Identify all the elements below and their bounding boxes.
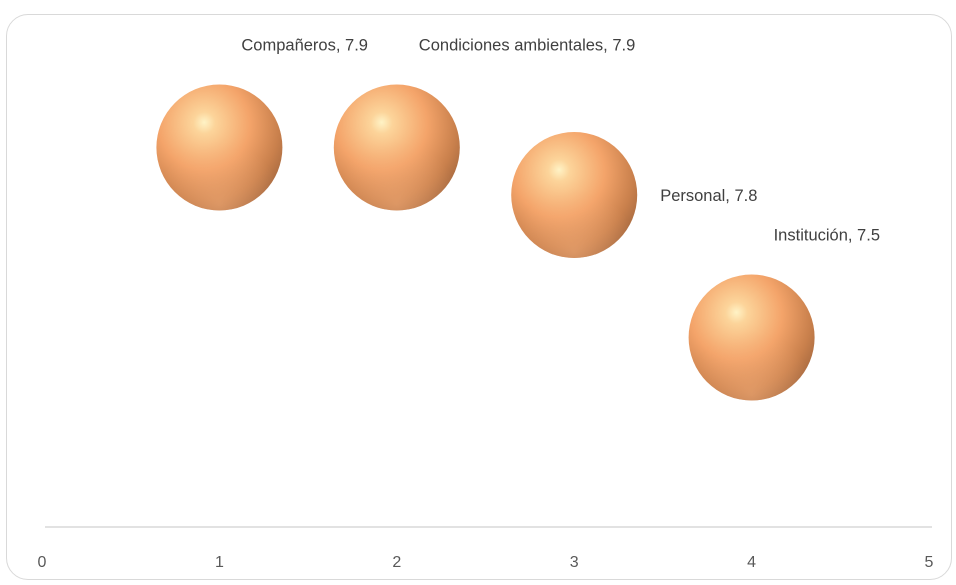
- bubble[interactable]: [156, 84, 283, 211]
- bubble[interactable]: [333, 84, 460, 211]
- data-label: Personal, 7.8: [660, 187, 757, 205]
- bubble[interactable]: [688, 274, 815, 401]
- data-label: Condiciones ambientales, 7.9: [419, 37, 635, 55]
- x-axis-ticks: 0 1 2 3 4 5: [38, 554, 934, 571]
- bubble[interactable]: [511, 132, 638, 258]
- bubbles: [156, 84, 815, 401]
- x-tick-label: 3: [570, 554, 579, 571]
- data-label: Compañeros, 7.9: [241, 37, 368, 55]
- data-label: Institución, 7.5: [774, 227, 880, 245]
- x-tick-label: 2: [392, 554, 401, 571]
- x-tick-label: 4: [747, 554, 756, 571]
- data-labels: Compañeros, 7.9 Condiciones ambientales, …: [241, 37, 880, 245]
- x-tick-label: 5: [925, 554, 934, 571]
- x-tick-label: 1: [215, 554, 224, 571]
- x-tick-label: 0: [38, 554, 47, 571]
